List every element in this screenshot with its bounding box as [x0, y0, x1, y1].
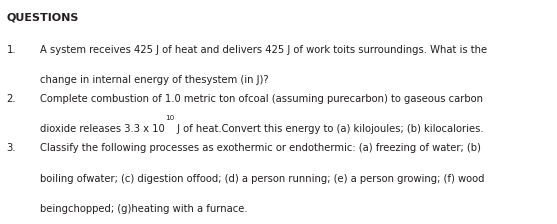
Text: dioxide releases 3.3 x 10: dioxide releases 3.3 x 10 — [40, 124, 165, 134]
Text: Complete combustion of 1.0 metric ton ofcoal (assuming purecarbon) to gaseous ca: Complete combustion of 1.0 metric ton of… — [40, 94, 483, 104]
Text: 3.: 3. — [7, 143, 16, 153]
Text: boiling ofwater; (c) digestion offood; (d) a person running; (e) a person growin: boiling ofwater; (c) digestion offood; (… — [40, 174, 485, 184]
Text: change in internal energy of thesystem (in J)?: change in internal energy of thesystem (… — [40, 75, 268, 85]
Text: 2.: 2. — [7, 94, 16, 104]
Text: Classify the following processes as exothermic or endothermic: (a) freezing of w: Classify the following processes as exot… — [40, 143, 481, 153]
Text: 10: 10 — [165, 115, 174, 121]
Text: beingchopped; (g)heating with a furnace.: beingchopped; (g)heating with a furnace. — [40, 204, 248, 214]
Text: J of heat.Convert this energy to (a) kilojoules; (b) kilocalories.: J of heat.Convert this energy to (a) kil… — [174, 124, 483, 134]
Text: 1.: 1. — [7, 45, 16, 55]
Text: A system receives 425 J of heat and delivers 425 J of work toits surroundings. W: A system receives 425 J of heat and deli… — [40, 45, 487, 55]
Text: QUESTIONS: QUESTIONS — [7, 12, 79, 22]
